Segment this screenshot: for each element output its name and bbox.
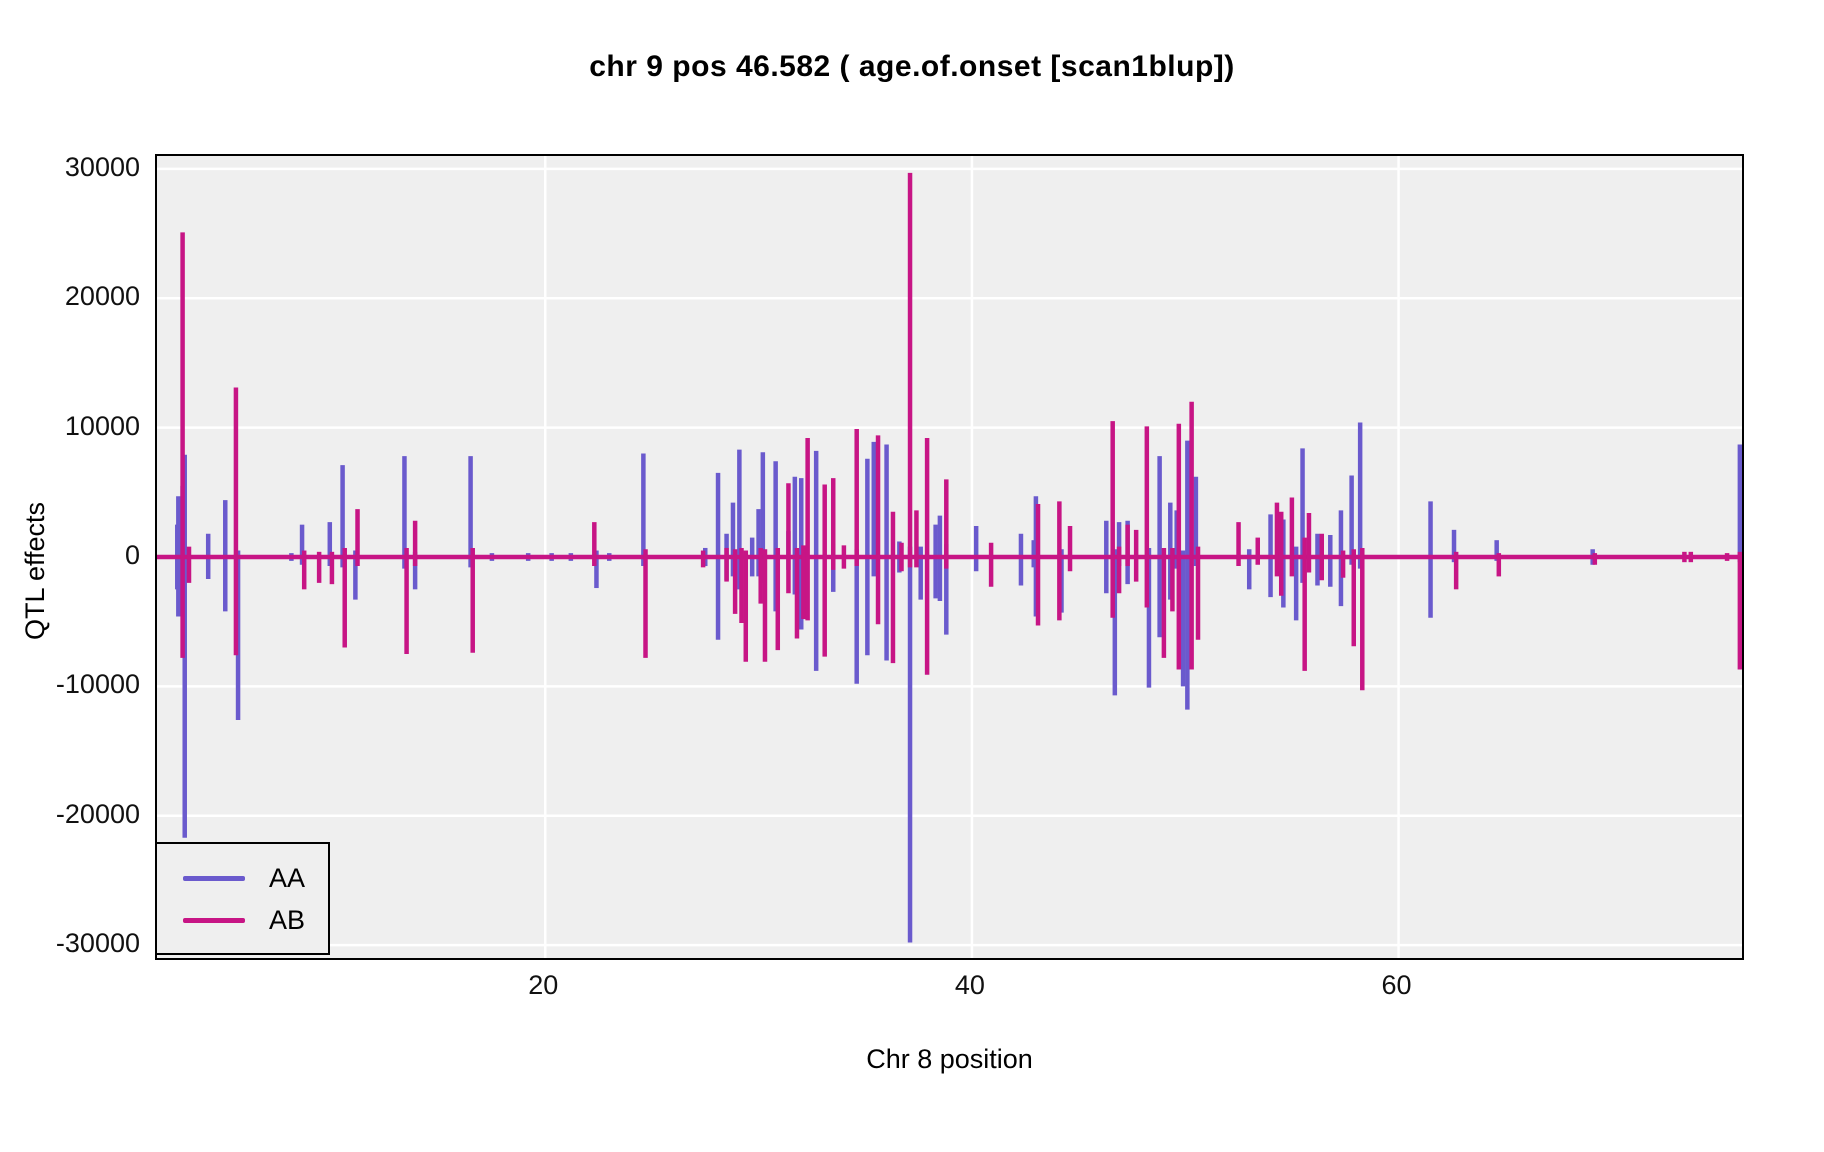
- chart-title: chr 9 pos 46.582 ( age.of.onset [scan1bl…: [589, 50, 1235, 83]
- x-tick-label-40: 40: [954, 970, 985, 1000]
- qtl-effects-chart: [157, 156, 1742, 958]
- y-tick-label-0: 0: [124, 540, 140, 570]
- legend-line-aa: [183, 875, 245, 881]
- y-axis-tick-labels: 30000 20000 10000 0 -10000 -20000 -30000: [0, 0, 146, 1152]
- y-tick-label-20000: 20000: [64, 281, 140, 312]
- legend-label-ab: AB: [269, 905, 306, 935]
- y-tick-label--20000: -20000: [55, 798, 140, 829]
- legend-entry-aa: AA: [157, 860, 305, 896]
- x-tick-label-20: 20: [528, 970, 559, 1000]
- x-tick-label-60: 60: [1381, 970, 1412, 1000]
- legend-label-aa: AA: [269, 863, 306, 893]
- y-tick-label-30000: 30000: [64, 151, 140, 182]
- y-axis-title: QTL effects: [20, 501, 50, 641]
- x-axis-title: Chr 8 position: [866, 1044, 1033, 1074]
- y-tick-label-10000: 10000: [64, 410, 140, 441]
- legend-entry-ab: AB: [157, 902, 305, 938]
- y-tick-label--30000: -30000: [55, 928, 140, 959]
- legend-line-ab: [183, 917, 245, 923]
- plot-panel: [155, 154, 1744, 960]
- y-tick-label--10000: -10000: [55, 669, 140, 700]
- legend-box: AA AB: [155, 842, 330, 955]
